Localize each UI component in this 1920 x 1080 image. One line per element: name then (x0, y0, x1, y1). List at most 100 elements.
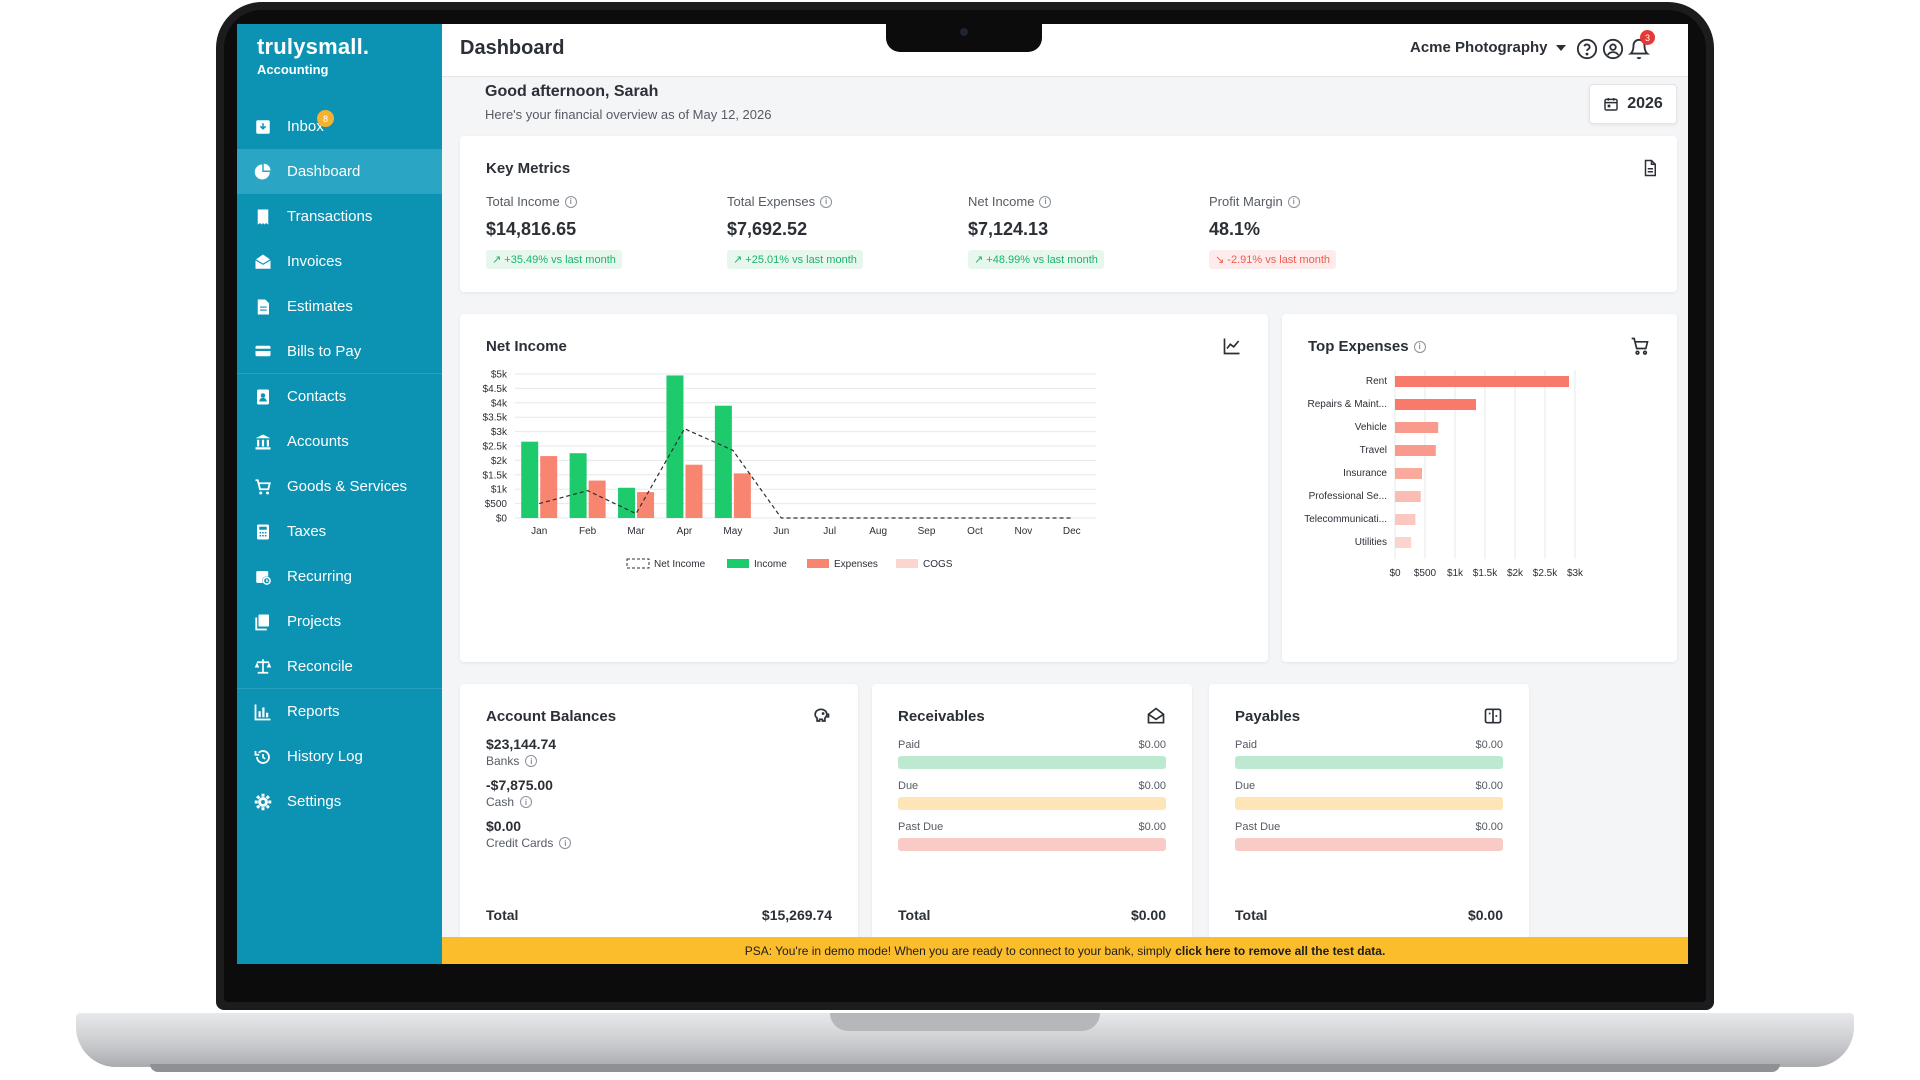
sidebar-item-reports[interactable]: Reports (237, 689, 442, 734)
bar-expense-category[interactable] (1395, 537, 1412, 548)
sidebar-item-reconcile[interactable]: Reconcile (237, 644, 442, 689)
bar-expense-category[interactable] (1395, 399, 1476, 410)
category-label: Insurance (1343, 468, 1387, 479)
piggy-bank-icon[interactable] (809, 704, 833, 728)
remove-test-data-link[interactable]: click here to remove all the test data. (1175, 943, 1386, 958)
user-account-icon[interactable] (1600, 36, 1626, 62)
estimates-icon (253, 297, 273, 317)
sidebar-item-accounts[interactable]: Accounts (237, 419, 442, 464)
metric-value: $7,124.13 (968, 219, 1049, 239)
sidebar-item-goods-services[interactable]: Goods & Services (237, 464, 442, 509)
cart-icon (253, 477, 273, 497)
reconcile-icon (253, 656, 273, 676)
sidebar-item-settings[interactable]: Settings (237, 779, 442, 824)
net-income-title: Net Income (486, 338, 567, 355)
sidebar-item-projects[interactable]: Projects (237, 599, 442, 644)
help-icon[interactable] (1574, 36, 1600, 62)
recurring-icon (253, 567, 273, 587)
sidebar-item-estimates[interactable]: Estimates (237, 284, 442, 329)
year-selector-button[interactable]: 2026 (1589, 84, 1677, 124)
bar-expense-category[interactable] (1395, 514, 1416, 525)
sidebar-item-recurring[interactable]: Recurring (237, 554, 442, 599)
bar-expense-category[interactable] (1395, 445, 1436, 456)
category-label: Utilities (1355, 537, 1387, 548)
inbox-count-badge: 8 (317, 110, 334, 127)
legend-label-income[interactable]: Income (754, 559, 787, 570)
legend-swatch-income (727, 559, 749, 568)
sidebar-item-inbox[interactable]: Inbox 8 (237, 104, 442, 149)
x-tick-label: Mar (627, 526, 645, 537)
notifications-bell-icon[interactable]: 3 (1626, 30, 1655, 62)
info-icon[interactable]: i (564, 195, 577, 208)
info-icon[interactable]: i (559, 837, 572, 849)
legend-label-net-income[interactable]: Net Income (654, 559, 706, 570)
info-icon[interactable]: i (820, 195, 833, 208)
bar-income[interactable] (618, 487, 636, 518)
bar-income[interactable] (714, 405, 732, 518)
total-label: Total (1235, 907, 1268, 923)
sidebar-item-taxes[interactable]: Taxes (237, 509, 442, 554)
sidebar-item-contacts[interactable]: Contacts (237, 374, 442, 419)
bar-expenses[interactable] (637, 492, 655, 518)
info-icon[interactable]: i (525, 755, 538, 767)
brand-logo[interactable]: trulysmall. Accounting (257, 34, 369, 77)
payables-row-due: Due $0.00 (1235, 780, 1503, 792)
sidebar-item-label: Accounts (287, 433, 349, 450)
document-report-icon[interactable] (1638, 156, 1662, 180)
shopping-cart-icon[interactable] (1628, 334, 1652, 358)
info-icon[interactable]: i (1413, 340, 1426, 353)
sidebar-item-transactions[interactable]: Transactions (237, 194, 442, 239)
progress-bar-paid (898, 756, 1166, 769)
bar-income[interactable] (569, 453, 587, 518)
x-tick-label: Nov (1014, 526, 1032, 537)
bar-expense-category[interactable] (1395, 491, 1421, 502)
info-icon[interactable]: i (520, 796, 533, 808)
row-label: Due (1235, 780, 1256, 792)
bar-expense-category[interactable] (1395, 468, 1422, 479)
sidebar-item-bills-to-pay[interactable]: Bills to Pay (237, 329, 442, 374)
sidebar-item-history-log[interactable]: History Log (237, 734, 442, 779)
y-tick-label: $4k (491, 398, 508, 409)
row-value: $0.00 (1138, 739, 1166, 751)
sidebar-item-label: Reports (287, 703, 340, 720)
metric-label: Total Expenses (727, 194, 816, 209)
bar-expenses[interactable] (685, 464, 703, 518)
info-icon[interactable]: i (1039, 195, 1052, 208)
bar-expenses[interactable] (540, 456, 558, 518)
receivables-row-paid: Paid $0.00 (898, 739, 1166, 751)
metric-total-income: Total Income i $14,816.65 ↗ +35.49% vs last… (486, 194, 766, 269)
metric-change-badge: ↘ -2.91% vs last month (1209, 250, 1336, 269)
sidebar-item-label: Invoices (287, 253, 343, 270)
line-chart-icon[interactable] (1220, 334, 1244, 358)
metric-label: Profit Margin (1209, 194, 1283, 209)
bar-expenses[interactable] (588, 480, 606, 518)
sidebar-item-invoices[interactable]: Invoices (237, 239, 442, 284)
bar-expense-category[interactable] (1395, 422, 1439, 433)
row-label: Past Due (1235, 821, 1281, 833)
info-icon[interactable]: i (1287, 195, 1300, 208)
y-tick-label: $2k (491, 456, 508, 467)
legend-label-cogs[interactable]: COGS (923, 559, 953, 570)
y-tick-label: $500 (485, 499, 508, 510)
gear-icon (253, 792, 273, 812)
sidebar-item-label: Transactions (287, 208, 373, 225)
category-label: Professional Se... (1309, 491, 1387, 502)
x-tick-label: $1k (1447, 568, 1464, 579)
bill-icon[interactable] (1481, 704, 1505, 728)
key-metrics-title: Key Metrics (486, 160, 571, 177)
bar-expenses[interactable] (733, 473, 751, 518)
company-selector[interactable]: Acme Photography (1410, 39, 1566, 56)
envelope-open-icon[interactable] (1144, 704, 1168, 728)
trend-up-icon: ↗ (733, 254, 746, 266)
category-label: Travel (1360, 445, 1387, 456)
balance-value: -$7,875.00 (486, 777, 553, 793)
legend-label-expenses[interactable]: Expenses (834, 559, 878, 570)
camera-notch (886, 22, 1042, 52)
metric-value: $14,816.65 (486, 219, 577, 239)
bar-expense-category[interactable] (1395, 376, 1569, 387)
row-value: $0.00 (1475, 780, 1503, 792)
bar-income[interactable] (521, 441, 539, 518)
bar-income[interactable] (666, 375, 684, 518)
sidebar-item-dashboard[interactable]: Dashboard (237, 149, 442, 194)
app-screen: trulysmall. Accounting Inbox 8 Dashboard Tr… (237, 24, 1688, 964)
